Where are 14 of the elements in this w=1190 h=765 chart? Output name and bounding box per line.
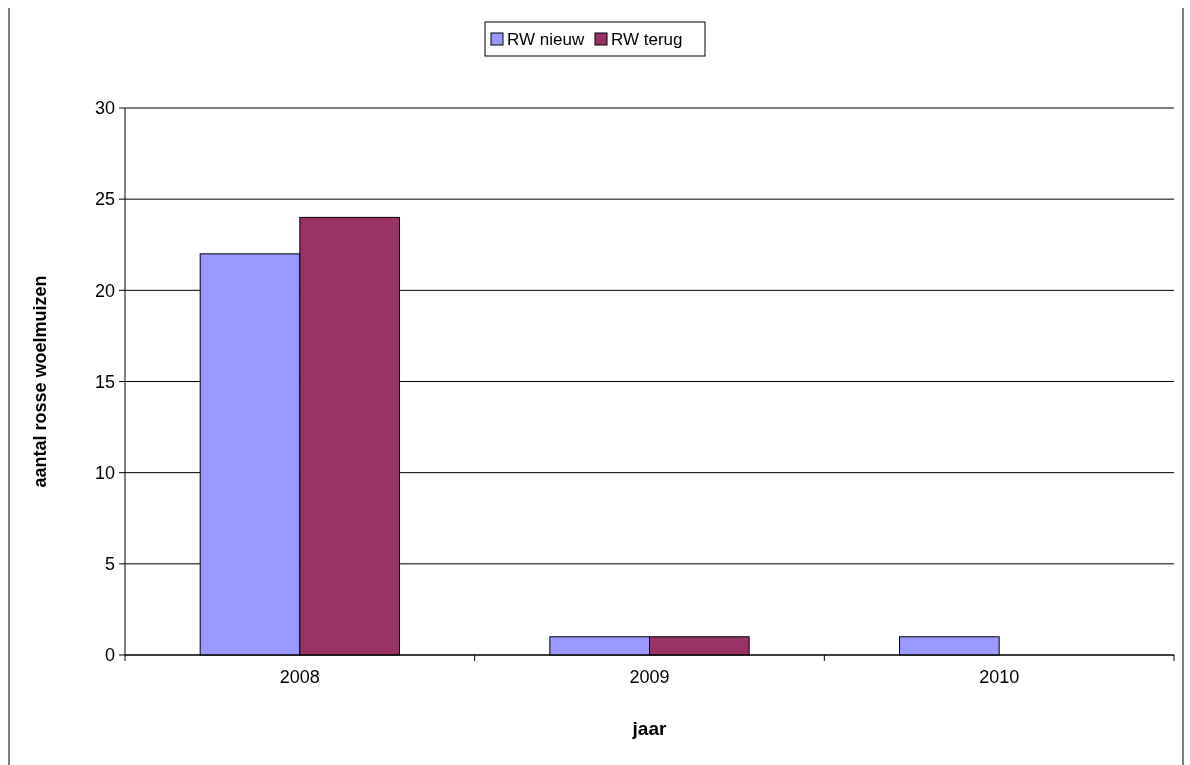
y-tick-label: 25	[94, 189, 115, 210]
x-tick-label: 2008	[279, 667, 320, 687]
x-tick-label: 2010	[979, 667, 1020, 687]
y-tick-label: 20	[94, 280, 115, 301]
legend-label: RW terug	[611, 29, 683, 49]
y-tick-label: 5	[104, 554, 115, 575]
y-tick-label: 30	[94, 98, 115, 119]
y-tick-label: 10	[94, 462, 115, 483]
x-axis-title: jaar	[631, 718, 668, 739]
legend-label: RW nieuw	[507, 29, 585, 49]
x-tick-label: 2009	[629, 667, 670, 687]
y-tick-label: 15	[94, 371, 115, 392]
y-axis-title: aantal rosse woelmuizen	[30, 275, 50, 488]
y-tick-label: 0	[104, 645, 115, 666]
